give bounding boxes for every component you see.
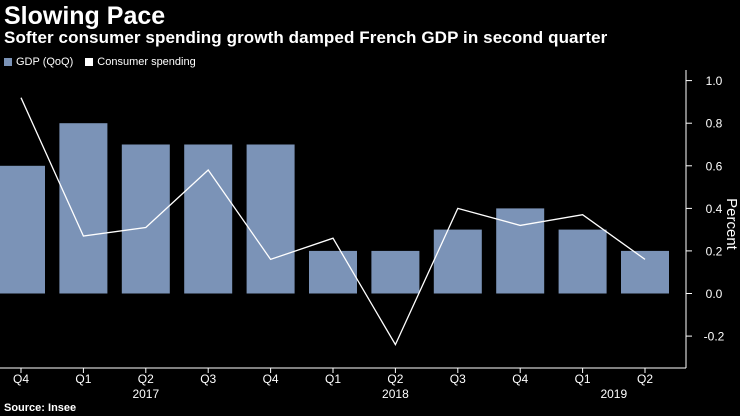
bar-gdp-9 [558,229,607,294]
y-tick-label-1: 0.8 [706,117,723,131]
bar-gdp-10 [621,250,669,294]
year-label-2019: 2019 [600,387,627,401]
chart-legend: GDP (QoQ) Consumer spending [4,55,208,69]
legend-label-consumer-spending: Consumer spending [97,56,196,68]
x-tick-label-2: Q2 [138,372,154,386]
y-tick-label-3: 0.4 [706,202,723,216]
chart-subtitle: Softer consumer spending growth damped F… [4,28,608,47]
y-tick-label-4: 0.2 [706,244,723,258]
y-tick-label-0: 1.0 [706,74,723,88]
x-tick-label-3: Q3 [200,372,216,386]
x-tick-label-6: Q2 [387,372,403,386]
bar-gdp-4 [246,144,295,294]
x-tick-label-0: Q4 [13,372,29,386]
chart-title: Slowing Pace [4,2,166,30]
x-tick-label-10: Q2 [637,372,653,386]
y-tick-label-2: 0.6 [706,159,723,173]
legend-item-gdp: GDP (QoQ) [4,55,73,69]
line-consumer-spending [20,97,646,347]
bar-gdp-6 [371,250,420,294]
y-tick-label-5: 0.0 [706,287,723,301]
x-tick-label-4: Q4 [263,372,279,386]
x-tick-label-1: Q1 [75,372,91,386]
legend-item-consumer-spending: Consumer spending [85,55,196,69]
year-label-2017: 2017 [132,387,159,401]
bar-gdp-1 [59,123,108,294]
bar-gdp-3 [184,144,233,294]
bar-gdp-2 [121,144,170,294]
bar-gdp-0 [0,165,45,294]
legend-label-gdp: GDP (QoQ) [16,56,74,68]
x-tick-label-8: Q4 [512,372,528,386]
y-axis-label: Percent [723,198,740,251]
x-tick-label-9: Q1 [575,372,591,386]
source-note: Source: Insee [4,402,77,414]
y-tick-label-6: -0.2 [704,330,725,344]
x-tick-label-5: Q1 [325,372,341,386]
bar-gdp-5 [309,250,357,294]
legend-swatch-consumer-spending [85,58,94,66]
year-label-2018: 2018 [382,387,409,401]
bar-gdp-7 [433,229,482,294]
x-tick-label-7: Q3 [450,372,466,386]
legend-swatch-gdp [4,58,12,66]
